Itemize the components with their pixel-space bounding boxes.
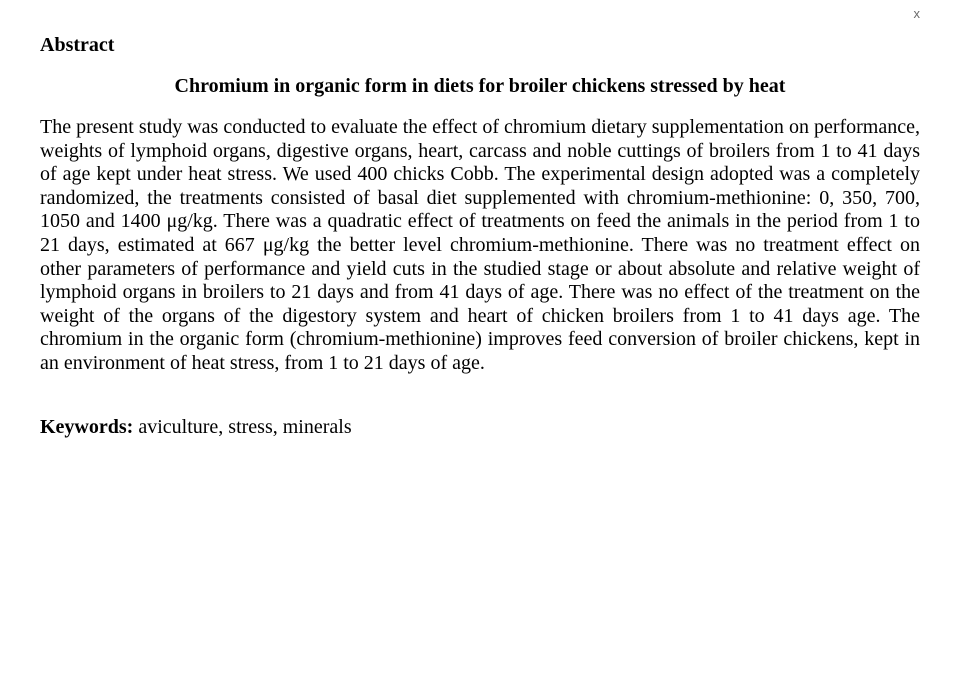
keywords-values: aviculture, stress, minerals xyxy=(133,416,351,438)
abstract-label: Abstract xyxy=(40,34,920,57)
page-marker: x xyxy=(914,6,921,21)
keywords-label: Keywords: xyxy=(40,416,133,438)
abstract-body: The present study was conducted to evalu… xyxy=(40,116,920,376)
keywords-line: Keywords: aviculture, stress, minerals xyxy=(40,416,920,439)
paper-title: Chromium in organic form in diets for br… xyxy=(40,75,920,98)
